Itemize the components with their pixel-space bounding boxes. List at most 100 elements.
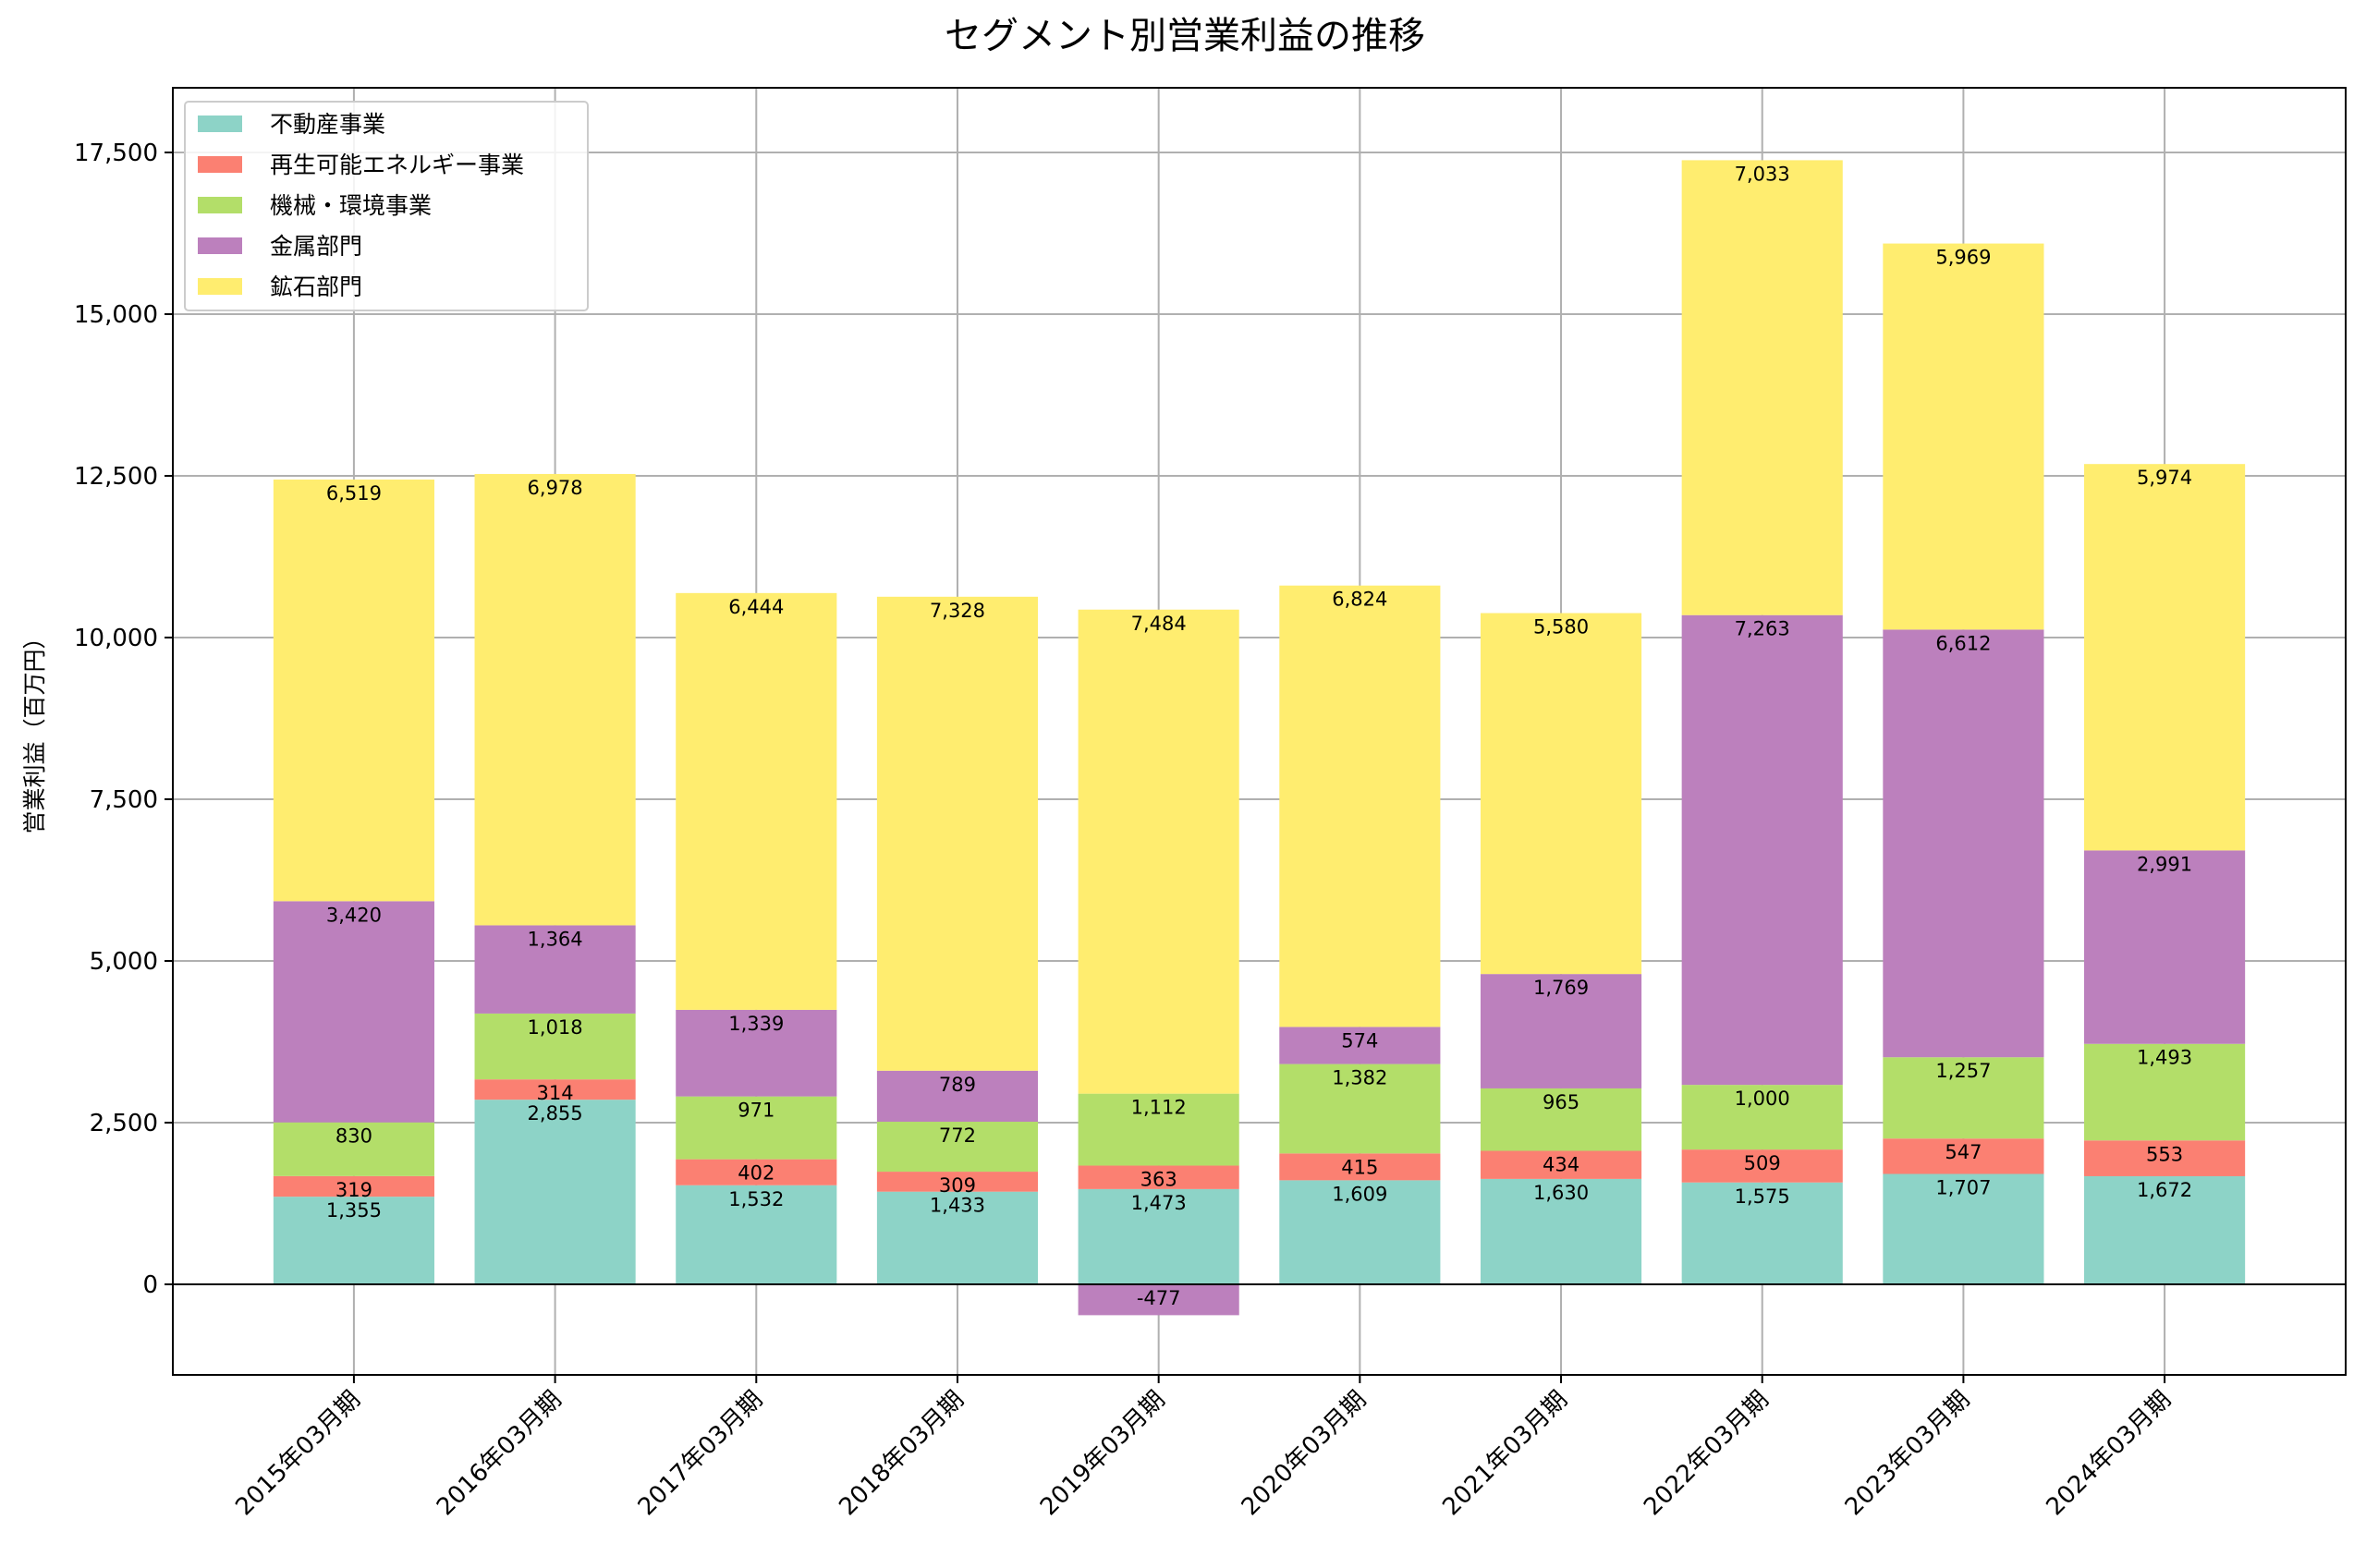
data-label: 1,000: [1735, 1088, 1790, 1110]
data-label: 7,033: [1735, 163, 1790, 185]
bar-1-4: [876, 1191, 1039, 1284]
bar-1-5: [1078, 1188, 1239, 1284]
data-label: 434: [1543, 1154, 1579, 1176]
bar-2-2: [474, 1079, 636, 1100]
bar-1-8: [1681, 1182, 1843, 1284]
data-label: 1,257: [1935, 1060, 1991, 1082]
bar-2-7: [1480, 1150, 1642, 1179]
data-label: 5,974: [2137, 467, 2192, 489]
bar-5-5: [1078, 609, 1239, 1094]
legend-swatch: [198, 197, 242, 213]
legend-box: [184, 101, 589, 311]
bar-4-2: [474, 925, 636, 1014]
data-label: 1,355: [326, 1199, 382, 1222]
legend-entry: 不動産事業: [270, 111, 385, 138]
y-tick-label: 7,500: [90, 786, 158, 814]
data-label: 5,969: [1935, 247, 1991, 269]
bar-2-5: [1078, 1165, 1239, 1189]
x-tick-label: 2020年03月期: [1237, 1386, 1372, 1522]
bar-1-7: [1480, 1178, 1642, 1284]
data-label: 1,473: [1131, 1192, 1187, 1214]
bar-1-3: [676, 1185, 837, 1284]
data-label: 830: [335, 1125, 372, 1148]
bar-2-8: [1681, 1149, 1843, 1183]
data-label: 971: [738, 1100, 774, 1122]
bar-3-4: [876, 1122, 1039, 1173]
data-label: 319: [335, 1179, 372, 1201]
data-label: 7,328: [930, 600, 985, 622]
bar-5-4: [876, 596, 1039, 1071]
bar-4-6: [1279, 1027, 1441, 1064]
x-tick-label: 2015年03月期: [230, 1386, 366, 1522]
data-label: 2,991: [2137, 853, 2192, 875]
x-tick-label: 2021年03月期: [1437, 1386, 1573, 1522]
bar-5-7: [1480, 613, 1642, 975]
bar-3-1: [273, 1122, 434, 1176]
bar-5-6: [1279, 585, 1441, 1027]
bar-2-10: [2084, 1140, 2246, 1176]
bar-3-9: [1883, 1057, 2044, 1139]
plot-frame: [172, 87, 2347, 1376]
y-tick-label: 15,000: [74, 301, 158, 329]
data-label: 7,263: [1735, 618, 1790, 640]
data-label: 1,672: [2137, 1179, 2192, 1201]
data-label: 1,575: [1735, 1185, 1790, 1208]
bar-2-1: [273, 1175, 434, 1197]
x-tick-label: 2022年03月期: [1639, 1386, 1774, 1522]
legend-swatch: [198, 278, 242, 295]
bar-4-7: [1480, 974, 1642, 1088]
data-label: 6,824: [1332, 589, 1387, 611]
bar-1-10: [2084, 1175, 2246, 1284]
x-tick-label: 2018年03月期: [834, 1386, 970, 1522]
y-axis-label-text: 営業利益（百万円）: [21, 626, 48, 833]
data-label: 1,339: [728, 1013, 784, 1035]
bar-3-10: [2084, 1043, 2246, 1141]
x-tick-label: 2016年03月期: [432, 1386, 567, 1522]
x-tick-label: 2023年03月期: [1840, 1386, 1976, 1522]
bar-5-2: [474, 473, 636, 926]
data-label: 6,519: [326, 482, 382, 504]
bar-3-3: [676, 1096, 837, 1160]
bar-2-3: [676, 1159, 837, 1185]
bar-5-9: [1883, 243, 2044, 630]
bar-1-1: [273, 1197, 434, 1284]
data-label: 1,532: [728, 1188, 784, 1210]
data-label: 6,612: [1935, 632, 1991, 654]
data-label: 6,444: [728, 596, 784, 618]
bar-1-6: [1279, 1180, 1441, 1284]
bar-3-7: [1480, 1088, 1642, 1151]
bar-5-10: [2084, 464, 2246, 851]
data-label: 314: [537, 1082, 574, 1104]
bar-5-1: [273, 479, 434, 902]
y-tick-label: 2,500: [90, 1110, 158, 1137]
y-tick-label: 5,000: [90, 948, 158, 976]
data-label: 1,493: [2137, 1047, 2192, 1069]
data-labels-layer: 1,355 2,855 1,532 1,433 1,473 1,609 1,630 1,575…: [326, 163, 2192, 1309]
bar-1-2: [474, 1100, 636, 1284]
legend-swatch: [198, 156, 242, 173]
data-label: 7,484: [1131, 613, 1187, 635]
bar-2-4: [876, 1172, 1039, 1192]
bar-4-8: [1681, 614, 1843, 1086]
bar-5-8: [1681, 160, 1843, 615]
y-tick-label: 17,500: [74, 140, 158, 167]
bar-3-6: [1279, 1064, 1441, 1154]
data-label: 553: [2146, 1143, 2183, 1165]
data-label: 1,364: [528, 928, 583, 950]
data-label: 1,433: [930, 1195, 985, 1217]
bar-1-9: [1883, 1173, 2044, 1284]
y-tick-label: 0: [142, 1271, 158, 1299]
data-label: 2,855: [528, 1102, 583, 1124]
data-label: 3,420: [326, 904, 382, 926]
bar-3-8: [1681, 1085, 1843, 1150]
bar-3-5: [1078, 1093, 1239, 1166]
bar-4-5: [1078, 1284, 1239, 1316]
bar-5-3: [676, 592, 837, 1010]
data-label: 965: [1543, 1091, 1579, 1113]
data-label: 5,580: [1533, 616, 1589, 638]
legend-entry: 金属部門: [270, 233, 362, 260]
x-tick-label: 2024年03月期: [2041, 1386, 2177, 1522]
